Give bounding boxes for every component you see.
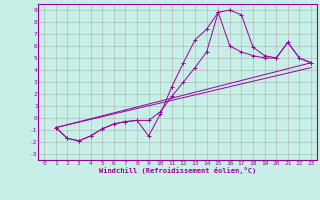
X-axis label: Windchill (Refroidissement éolien,°C): Windchill (Refroidissement éolien,°C) <box>99 167 256 174</box>
